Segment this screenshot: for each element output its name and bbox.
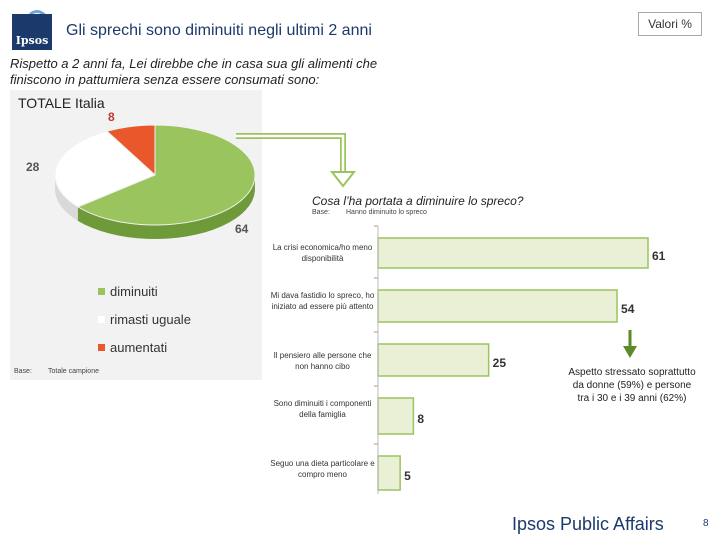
bar-0: [377, 237, 649, 269]
bar-category-label: Sono diminuiti i componenti della famigl…: [273, 399, 372, 419]
pie-label-diminuiti: 64: [235, 222, 249, 236]
legend-label: rimasti uguale: [110, 312, 191, 327]
page-number: 8: [703, 518, 709, 529]
insight-note: Aspetto stressato soprattutto da donne (…: [568, 367, 696, 404]
pie-side-rimasti: [55, 174, 78, 221]
survey-question: Rispetto a 2 anni fa, Lei direbbe che in…: [10, 56, 378, 87]
bar-2: [377, 343, 490, 377]
pie-slice-diminuiti: [76, 124, 256, 226]
bar-value-label: 5: [404, 469, 411, 483]
legend-swatch: [98, 316, 105, 323]
pie-base-label: Base:: [14, 368, 32, 375]
bar-value-label: 8: [417, 412, 425, 426]
bar-1: [377, 289, 618, 323]
units-box: Valori %: [638, 12, 702, 36]
bar-category-label: Mi dava fastidio lo spreco, ho iniziato …: [270, 291, 375, 311]
bar-category-label: La crisi economica/ho meno disponibilità: [272, 243, 373, 263]
legend-swatch: [98, 344, 105, 351]
pie-chart: [54, 124, 256, 239]
bar-chart-title: Cosa l’ha portata a diminuire lo spreco?: [312, 194, 524, 208]
bar-chart: [374, 225, 649, 494]
pie-base-value: Totale campione: [48, 368, 99, 375]
legend-item-aumentati: aumentati: [98, 340, 167, 355]
bar-value-label: 54: [621, 302, 635, 316]
bar-category-label: Seguo una dieta particolare e compro men…: [270, 459, 375, 479]
legend-item-diminuiti: diminuiti: [98, 284, 158, 299]
pie-label-aumentati: 8: [108, 110, 115, 124]
legend-label: aumentati: [110, 340, 168, 355]
legend-label: diminuiti: [110, 284, 158, 299]
pie-slice-rimasti: [54, 130, 156, 208]
bar-category-label: Il pensiero alle persone che non hanno c…: [273, 351, 372, 371]
bar-3: [377, 397, 415, 435]
pie-label-rimasti: 28: [26, 160, 40, 174]
bar-base-label: Base:: [312, 209, 330, 216]
legend-item-rimasti: rimasti uguale: [98, 312, 191, 327]
footer-brand: Ipsos Public Affairs: [512, 514, 664, 534]
legend-swatch: [98, 288, 105, 295]
page-title: Gli sprechi sono diminuiti negli ultimi …: [66, 22, 372, 39]
bar-4: [377, 455, 401, 491]
connector-arrow-inner: [236, 134, 345, 172]
pie-title: TOTALE Italia: [18, 95, 105, 111]
pie-side-diminuiti: [77, 176, 255, 239]
note-arrow-head: [623, 346, 637, 358]
bar-base-value: Hanno diminuito lo spreco: [346, 209, 427, 216]
connector-arrow-head: [329, 171, 357, 188]
bar-value-label: 25: [492, 356, 506, 370]
bar-value-label: 61: [652, 249, 666, 263]
ipsos-logo: Ipsos: [12, 14, 52, 50]
